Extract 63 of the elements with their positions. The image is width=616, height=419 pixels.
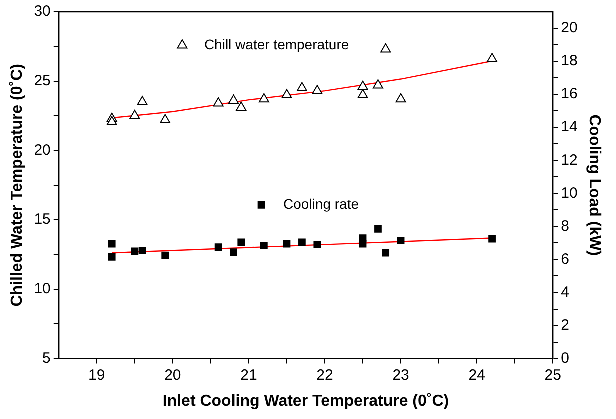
point (162, 252, 170, 260)
legend-label: Chill water temperature (204, 36, 350, 52)
point (374, 225, 382, 233)
y2-axis-title: Cooling Load (kW) (586, 114, 603, 256)
y-tick-label: 15 (34, 211, 51, 228)
point (380, 43, 392, 53)
y2-tick-label: 4 (561, 284, 570, 301)
y2-tick-label: 20 (561, 20, 578, 37)
point (106, 116, 118, 126)
point (359, 240, 367, 248)
point (131, 248, 139, 256)
y-axis-title: Chilled Water Temperature (0˚C) (9, 64, 26, 307)
y2-tick-label: 0 (561, 350, 570, 367)
y2-tick-label: 10 (561, 184, 578, 202)
point (228, 94, 240, 104)
point (283, 240, 291, 248)
point (397, 237, 405, 244)
x-axis-title: Inlet Cooling Water Temperature (0˚C) (162, 392, 450, 410)
y-tick-label: 30 (34, 3, 51, 20)
point (230, 248, 238, 256)
point (298, 238, 306, 246)
point (138, 246, 146, 254)
point (282, 89, 292, 98)
y2-tick-label: 16 (561, 86, 578, 103)
x-tick-label: 20 (164, 366, 182, 384)
point (137, 96, 148, 106)
y-tick-label: 25 (34, 72, 51, 90)
point (108, 254, 116, 261)
point (396, 93, 406, 103)
y2-tick-label: 14 (561, 118, 578, 136)
point (314, 241, 322, 249)
point (236, 102, 247, 111)
point (213, 98, 224, 107)
point (372, 80, 384, 89)
x-tick-label: 21 (240, 366, 258, 384)
x-tick-label: 25 (544, 366, 562, 384)
x-tick-label: 24 (468, 366, 486, 384)
y2-tick-label: 8 (561, 218, 570, 235)
x-tick-label: 22 (316, 366, 334, 384)
point (214, 244, 222, 252)
y2-tick-label: 12 (561, 152, 578, 169)
point (487, 53, 498, 62)
y2-tick-label: 6 (561, 250, 570, 268)
y-tick-label: 5 (42, 350, 51, 367)
legend-label: Cooling rate (284, 196, 360, 212)
point (382, 249, 390, 257)
point (160, 114, 171, 124)
point (312, 85, 323, 94)
point (238, 238, 246, 246)
y2-tick-label: 2 (561, 316, 570, 334)
point (108, 240, 116, 248)
y-tick-label: 20 (34, 142, 51, 159)
x-tick-label: 23 (392, 366, 410, 384)
point (130, 110, 140, 120)
x-tick-label: 19 (88, 366, 106, 384)
point (296, 82, 308, 92)
point (358, 80, 368, 90)
point (358, 89, 368, 98)
y2-tick-label: 18 (561, 52, 578, 70)
point (258, 93, 270, 103)
y-tick-label: 10 (34, 280, 51, 298)
point (488, 235, 496, 243)
point (260, 242, 268, 250)
